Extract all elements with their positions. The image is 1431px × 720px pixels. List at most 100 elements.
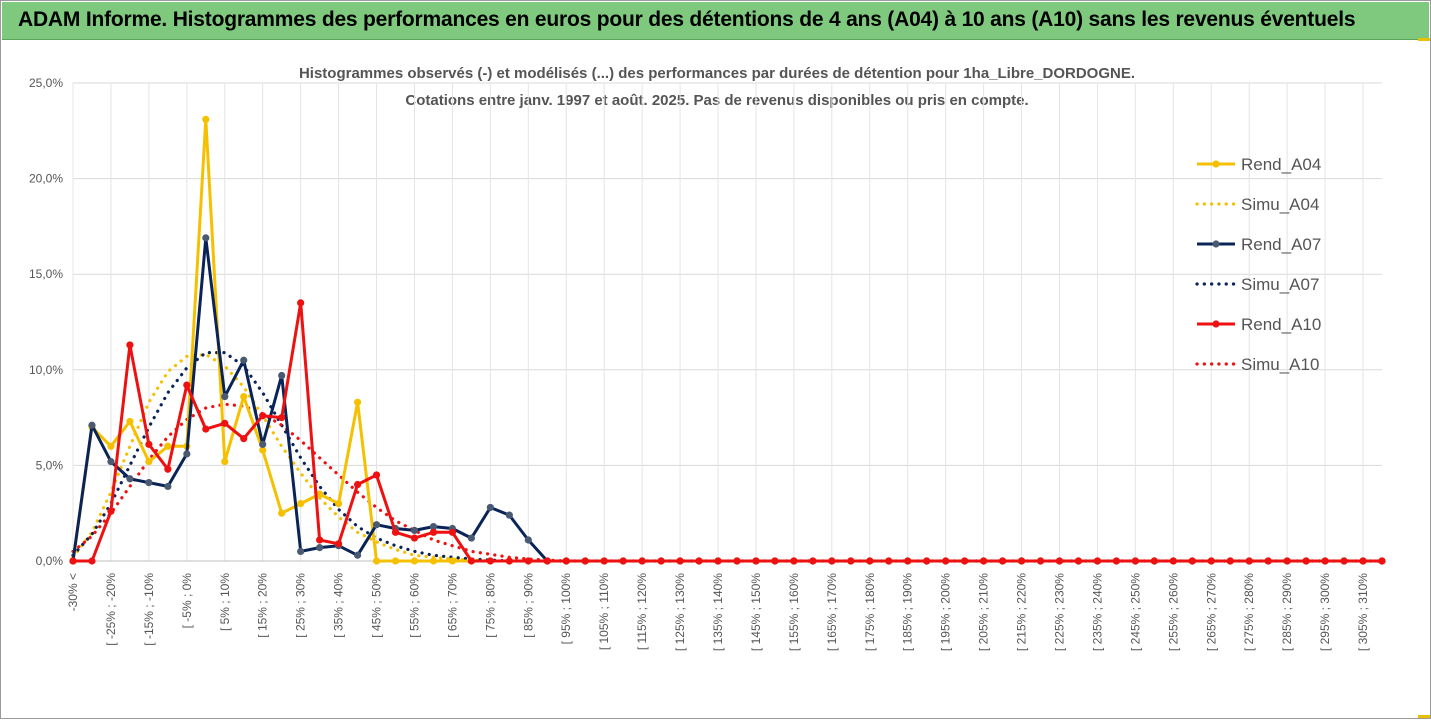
- data-point-rend-a10: [676, 557, 684, 565]
- data-point-rend-a07: [429, 522, 438, 531]
- x-tick-label: [ 165% ; 170%: [825, 573, 839, 651]
- data-point-rend-a10: [562, 557, 570, 565]
- data-point-rend-a04: [391, 557, 400, 565]
- series-line-simu-a04: [71, 352, 1384, 563]
- data-point-rend-a10: [240, 435, 248, 443]
- x-tick-label: [ 215% ; 220%: [1015, 573, 1029, 651]
- data-point-rend-a07: [183, 450, 191, 458]
- x-tick-label: [ 205% ; 210%: [977, 573, 991, 651]
- x-tick-label: [ 5% ; 10%: [218, 573, 232, 631]
- data-point-rend-a10: [1036, 557, 1045, 565]
- data-point-rend-a10: [1169, 557, 1177, 565]
- legend-label-rend-a04: Rend_A04: [1241, 155, 1321, 174]
- data-point-rend-a07: [410, 526, 419, 535]
- data-point-rend-a04: [145, 457, 153, 466]
- data-point-rend-a10: [1207, 557, 1215, 565]
- data-point-rend-a10: [866, 557, 874, 565]
- x-tick-label: [ 65% ; 70%: [445, 573, 459, 638]
- data-point-rend-a10: [88, 557, 96, 565]
- corner-accent-top-right: [1418, 38, 1430, 41]
- data-point-rend-a10: [1302, 557, 1310, 565]
- series-line-rend-a07: [71, 236, 1382, 563]
- data-point-rend-a10: [790, 557, 798, 565]
- x-tick-label: [ 225% ; 230%: [1052, 573, 1066, 651]
- data-point-rend-a07: [278, 371, 286, 380]
- corner-accent-bottom-right: [1418, 715, 1430, 718]
- x-tick-label: [ 75% ; 80%: [483, 573, 497, 638]
- data-point-rend-a10: [429, 528, 438, 536]
- data-point-rend-a04: [372, 557, 381, 565]
- y-tick-label: 15,0%: [29, 267, 63, 281]
- data-point-rend-a10: [733, 557, 741, 565]
- x-tick-label: [ 235% ; 240%: [1090, 573, 1104, 651]
- data-point-rend-a10: [467, 557, 475, 565]
- data-point-rend-a04: [164, 442, 172, 450]
- data-point-rend-a07: [145, 479, 153, 487]
- data-point-rend-a10: [1150, 557, 1158, 565]
- data-point-rend-a04: [240, 392, 248, 401]
- series-line-rend-a10: [73, 301, 1382, 563]
- legend-marker-rend-a07: [1212, 240, 1220, 248]
- x-tick-label: [ 45% ; 50%: [370, 573, 384, 638]
- legend-label-rend-a10: Rend_A10: [1241, 315, 1321, 334]
- data-point-rend-a10: [1321, 557, 1329, 565]
- data-point-rend-a04: [259, 446, 267, 454]
- data-point-rend-a10: [297, 299, 305, 307]
- data-point-rend-a10: [505, 557, 513, 565]
- data-point-rend-a10: [107, 507, 115, 515]
- series-line-simu-a07: [71, 351, 1384, 563]
- data-point-rend-a10: [372, 471, 381, 479]
- data-point-rend-a10: [923, 557, 931, 565]
- data-point-rend-a10: [202, 425, 210, 433]
- x-tick-label: [ 285% ; 290%: [1280, 573, 1294, 651]
- x-tick-label: [ 185% ; 190%: [901, 573, 915, 651]
- y-tick-label: 5,0%: [36, 458, 64, 472]
- data-point-rend-a10: [809, 557, 817, 565]
- x-tick-label: [ 55% ; 60%: [407, 573, 421, 638]
- data-point-rend-a10: [126, 341, 134, 349]
- x-tick-label: [ 145% ; 150%: [749, 573, 763, 651]
- data-point-rend-a07: [297, 547, 305, 556]
- data-point-rend-a10: [543, 557, 551, 565]
- data-point-rend-a10: [69, 557, 77, 565]
- data-point-rend-a04: [221, 457, 229, 466]
- data-point-rend-a10: [486, 557, 494, 565]
- x-tick-label: [ 255% ; 260%: [1166, 573, 1180, 651]
- x-tick-label: [ 85% ; 90%: [521, 573, 535, 638]
- data-point-rend-a07: [486, 503, 494, 512]
- x-tick-label: [ 155% ; 160%: [787, 573, 801, 651]
- data-point-rend-a10: [1264, 557, 1272, 565]
- data-point-rend-a04: [316, 490, 324, 498]
- x-tick-label: [ 135% ; 140%: [711, 573, 725, 651]
- data-point-rend-a10: [714, 557, 722, 565]
- data-point-rend-a10: [828, 557, 836, 565]
- data-point-rend-a10: [600, 557, 608, 565]
- legend-label-simu-a10: Simu_A10: [1241, 355, 1319, 374]
- x-tick-label: [ 305% ; 310%: [1356, 573, 1370, 651]
- data-point-rend-a10: [278, 414, 286, 422]
- x-tick-label: [ 105% ; 110%: [597, 573, 611, 650]
- data-point-rend-a10: [657, 557, 665, 565]
- data-point-rend-a10: [145, 440, 153, 448]
- x-tick-label: [ 295% ; 300%: [1318, 573, 1332, 651]
- data-point-rend-a10: [1131, 557, 1139, 565]
- data-point-rend-a10: [1226, 557, 1234, 565]
- data-point-rend-a10: [998, 557, 1007, 565]
- x-tick-label: [ 25% ; 30%: [294, 573, 308, 638]
- data-point-rend-a10: [1188, 557, 1196, 565]
- data-point-rend-a10: [1074, 557, 1083, 565]
- data-point-rend-a07: [524, 536, 532, 544]
- data-point-rend-a07: [126, 475, 134, 483]
- data-point-rend-a10: [1055, 557, 1064, 565]
- y-tick-label: 0,0%: [36, 554, 64, 568]
- data-point-rend-a04: [334, 500, 343, 508]
- data-point-rend-a10: [1093, 557, 1102, 565]
- data-point-rend-a07: [88, 421, 96, 429]
- data-point-rend-a10: [1378, 557, 1386, 565]
- legend-label-rend-a07: Rend_A07: [1241, 235, 1321, 254]
- x-tick-label: [ 275% ; 280%: [1242, 573, 1256, 651]
- x-tick-label: [ -15% ; -10%: [142, 573, 156, 646]
- data-point-rend-a10: [980, 557, 988, 565]
- data-point-rend-a04: [202, 115, 210, 123]
